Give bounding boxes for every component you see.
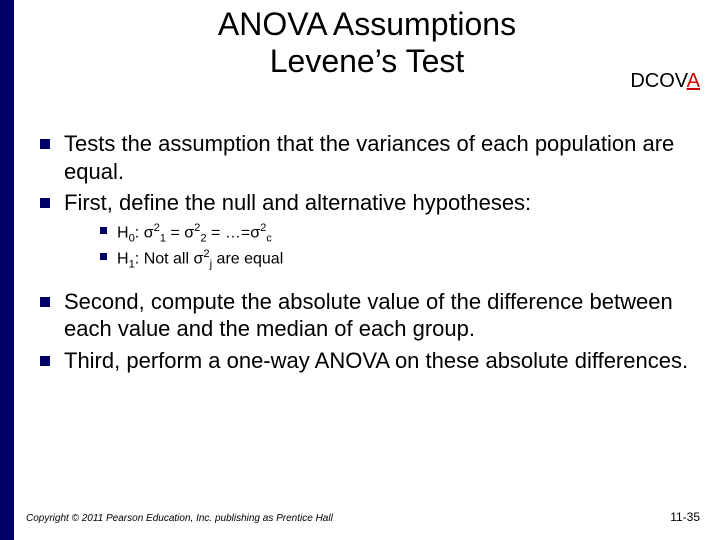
sub-bullet-h0-text: H0: σ21 = σ22 = …=σ2c: [117, 221, 272, 246]
bullet-3: Second, compute the absolute value of th…: [40, 288, 700, 343]
h1-text: : Not all σ: [135, 250, 204, 267]
sub-bullet-h1-text: H1: Not all σ2j are equal: [117, 247, 283, 272]
bullet-2: First, define the null and alternative h…: [40, 189, 700, 217]
h0-sigma2: σ: [184, 224, 194, 241]
dcova-highlight: A: [687, 70, 700, 92]
h0-eq1: =: [166, 224, 184, 241]
dcova-tag: DCOVA: [630, 70, 700, 93]
h0-h: H: [117, 224, 129, 241]
copyright-footer: Copyright © 2011 Pearson Education, Inc.…: [26, 513, 333, 524]
sub-bullet-h0: H0: σ21 = σ22 = …=σ2c: [40, 221, 700, 246]
title-line-1: ANOVA Assumptions: [14, 6, 720, 43]
bullet-3-text: Second, compute the absolute value of th…: [64, 288, 700, 343]
h0-ellipsis: = …=: [207, 224, 251, 241]
title-line-2: Levene’s Test: [14, 43, 720, 80]
h1-h: H: [117, 250, 129, 267]
h0-sigma1: : σ: [135, 224, 154, 241]
bullet-2-text: First, define the null and alternative h…: [64, 189, 531, 217]
bullet-4: Third, perform a one-way ANOVA on these …: [40, 347, 700, 375]
h0-sigmac: σ: [250, 224, 260, 241]
spacer: [40, 274, 700, 288]
bullet-square-icon: [40, 139, 50, 149]
bullet-1: Tests the assumption that the variances …: [40, 130, 700, 185]
dcova-prefix: DCOV: [630, 70, 686, 92]
bullet-square-icon: [100, 253, 107, 260]
left-accent-bar: [0, 0, 14, 540]
bullet-square-icon: [100, 227, 107, 234]
bullet-1-text: Tests the assumption that the variances …: [64, 130, 700, 185]
bullet-square-icon: [40, 297, 50, 307]
h0-subc: c: [266, 232, 272, 244]
content-area: Tests the assumption that the variances …: [40, 130, 700, 378]
page-number: 11-35: [670, 510, 700, 524]
bullet-square-icon: [40, 356, 50, 366]
sub-bullet-h1: H1: Not all σ2j are equal: [40, 247, 700, 272]
bullet-square-icon: [40, 198, 50, 208]
slide-title: ANOVA Assumptions Levene’s Test: [14, 6, 720, 80]
bullet-4-text: Third, perform a one-way ANOVA on these …: [64, 347, 688, 375]
h1-tail: are equal: [212, 250, 283, 267]
